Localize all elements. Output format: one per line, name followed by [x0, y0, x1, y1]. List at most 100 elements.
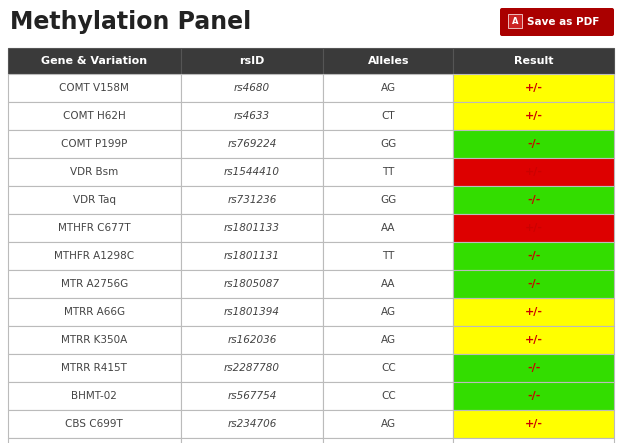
Bar: [181, 214, 323, 242]
Text: +/-: +/-: [525, 307, 543, 317]
Text: MTRR R415T: MTRR R415T: [62, 363, 128, 373]
Text: +/-: +/-: [525, 419, 543, 429]
Text: TT: TT: [382, 167, 394, 177]
Bar: [453, 158, 614, 186]
Bar: [8, 74, 181, 102]
Bar: [323, 270, 453, 298]
Bar: [8, 410, 181, 438]
Bar: [8, 48, 181, 74]
Bar: [453, 382, 614, 410]
Bar: [453, 270, 614, 298]
Text: CC: CC: [381, 391, 396, 401]
Text: AG: AG: [381, 307, 396, 317]
Text: rsID: rsID: [239, 56, 264, 66]
Bar: [8, 242, 181, 270]
Bar: [8, 158, 181, 186]
Text: MTRR A66G: MTRR A66G: [64, 307, 125, 317]
Bar: [181, 102, 323, 130]
Text: GG: GG: [380, 139, 396, 149]
Bar: [323, 130, 453, 158]
Text: AA: AA: [381, 279, 396, 289]
Text: rs4633: rs4633: [234, 111, 270, 121]
Bar: [453, 298, 614, 326]
Bar: [508, 14, 522, 28]
Text: rs1805087: rs1805087: [224, 279, 280, 289]
Text: rs731236: rs731236: [227, 195, 277, 205]
Text: -/-: -/-: [527, 139, 541, 149]
Bar: [453, 438, 614, 443]
Text: GG: GG: [380, 195, 396, 205]
Bar: [181, 186, 323, 214]
Bar: [323, 326, 453, 354]
Text: rs4680: rs4680: [234, 83, 270, 93]
Text: +/-: +/-: [525, 83, 543, 93]
Bar: [8, 298, 181, 326]
Text: -/-: -/-: [527, 279, 541, 289]
Bar: [181, 326, 323, 354]
Text: +/-: +/-: [525, 167, 543, 177]
Bar: [453, 48, 614, 74]
Text: A: A: [512, 16, 518, 26]
Text: AA: AA: [381, 223, 396, 233]
Bar: [181, 410, 323, 438]
Text: COMT V158M: COMT V158M: [60, 83, 129, 93]
Bar: [8, 354, 181, 382]
Bar: [323, 102, 453, 130]
Text: COMT H62H: COMT H62H: [63, 111, 126, 121]
Bar: [453, 242, 614, 270]
Bar: [453, 74, 614, 102]
Text: rs1544410: rs1544410: [224, 167, 280, 177]
Text: rs234706: rs234706: [227, 419, 277, 429]
Text: AG: AG: [381, 419, 396, 429]
Text: Save as PDF: Save as PDF: [527, 17, 599, 27]
Text: rs162036: rs162036: [227, 335, 277, 345]
Text: rs1801394: rs1801394: [224, 307, 280, 317]
Text: -/-: -/-: [527, 391, 541, 401]
Bar: [8, 102, 181, 130]
Bar: [453, 214, 614, 242]
Text: VDR Bsm: VDR Bsm: [70, 167, 118, 177]
Bar: [8, 214, 181, 242]
Bar: [181, 354, 323, 382]
Text: -/-: -/-: [527, 363, 541, 373]
Text: +/-: +/-: [525, 335, 543, 345]
Bar: [453, 186, 614, 214]
Text: Result: Result: [514, 56, 554, 66]
Bar: [323, 74, 453, 102]
Bar: [8, 186, 181, 214]
Text: +/-: +/-: [525, 111, 543, 121]
Bar: [181, 438, 323, 443]
Bar: [323, 158, 453, 186]
Bar: [323, 214, 453, 242]
Text: CC: CC: [381, 363, 396, 373]
Bar: [181, 48, 323, 74]
Text: MTHFR A1298C: MTHFR A1298C: [54, 251, 134, 261]
Text: MTRR K350A: MTRR K350A: [61, 335, 128, 345]
Bar: [453, 130, 614, 158]
Bar: [323, 242, 453, 270]
FancyBboxPatch shape: [500, 8, 614, 36]
Bar: [323, 298, 453, 326]
Bar: [181, 270, 323, 298]
Bar: [181, 130, 323, 158]
Text: Gene & Variation: Gene & Variation: [41, 56, 147, 66]
Text: -/-: -/-: [527, 195, 541, 205]
Bar: [181, 158, 323, 186]
Text: rs567754: rs567754: [227, 391, 277, 401]
Text: TT: TT: [382, 251, 394, 261]
Bar: [8, 270, 181, 298]
Bar: [323, 382, 453, 410]
Text: VDR Taq: VDR Taq: [73, 195, 116, 205]
Bar: [323, 48, 453, 74]
Text: CT: CT: [381, 111, 395, 121]
Bar: [181, 382, 323, 410]
Text: MTR A2756G: MTR A2756G: [61, 279, 128, 289]
Bar: [453, 326, 614, 354]
Bar: [181, 242, 323, 270]
Bar: [8, 326, 181, 354]
Bar: [453, 410, 614, 438]
Text: BHMT-02: BHMT-02: [72, 391, 118, 401]
Text: AG: AG: [381, 83, 396, 93]
Text: COMT P199P: COMT P199P: [61, 139, 128, 149]
Text: -/-: -/-: [527, 251, 541, 261]
